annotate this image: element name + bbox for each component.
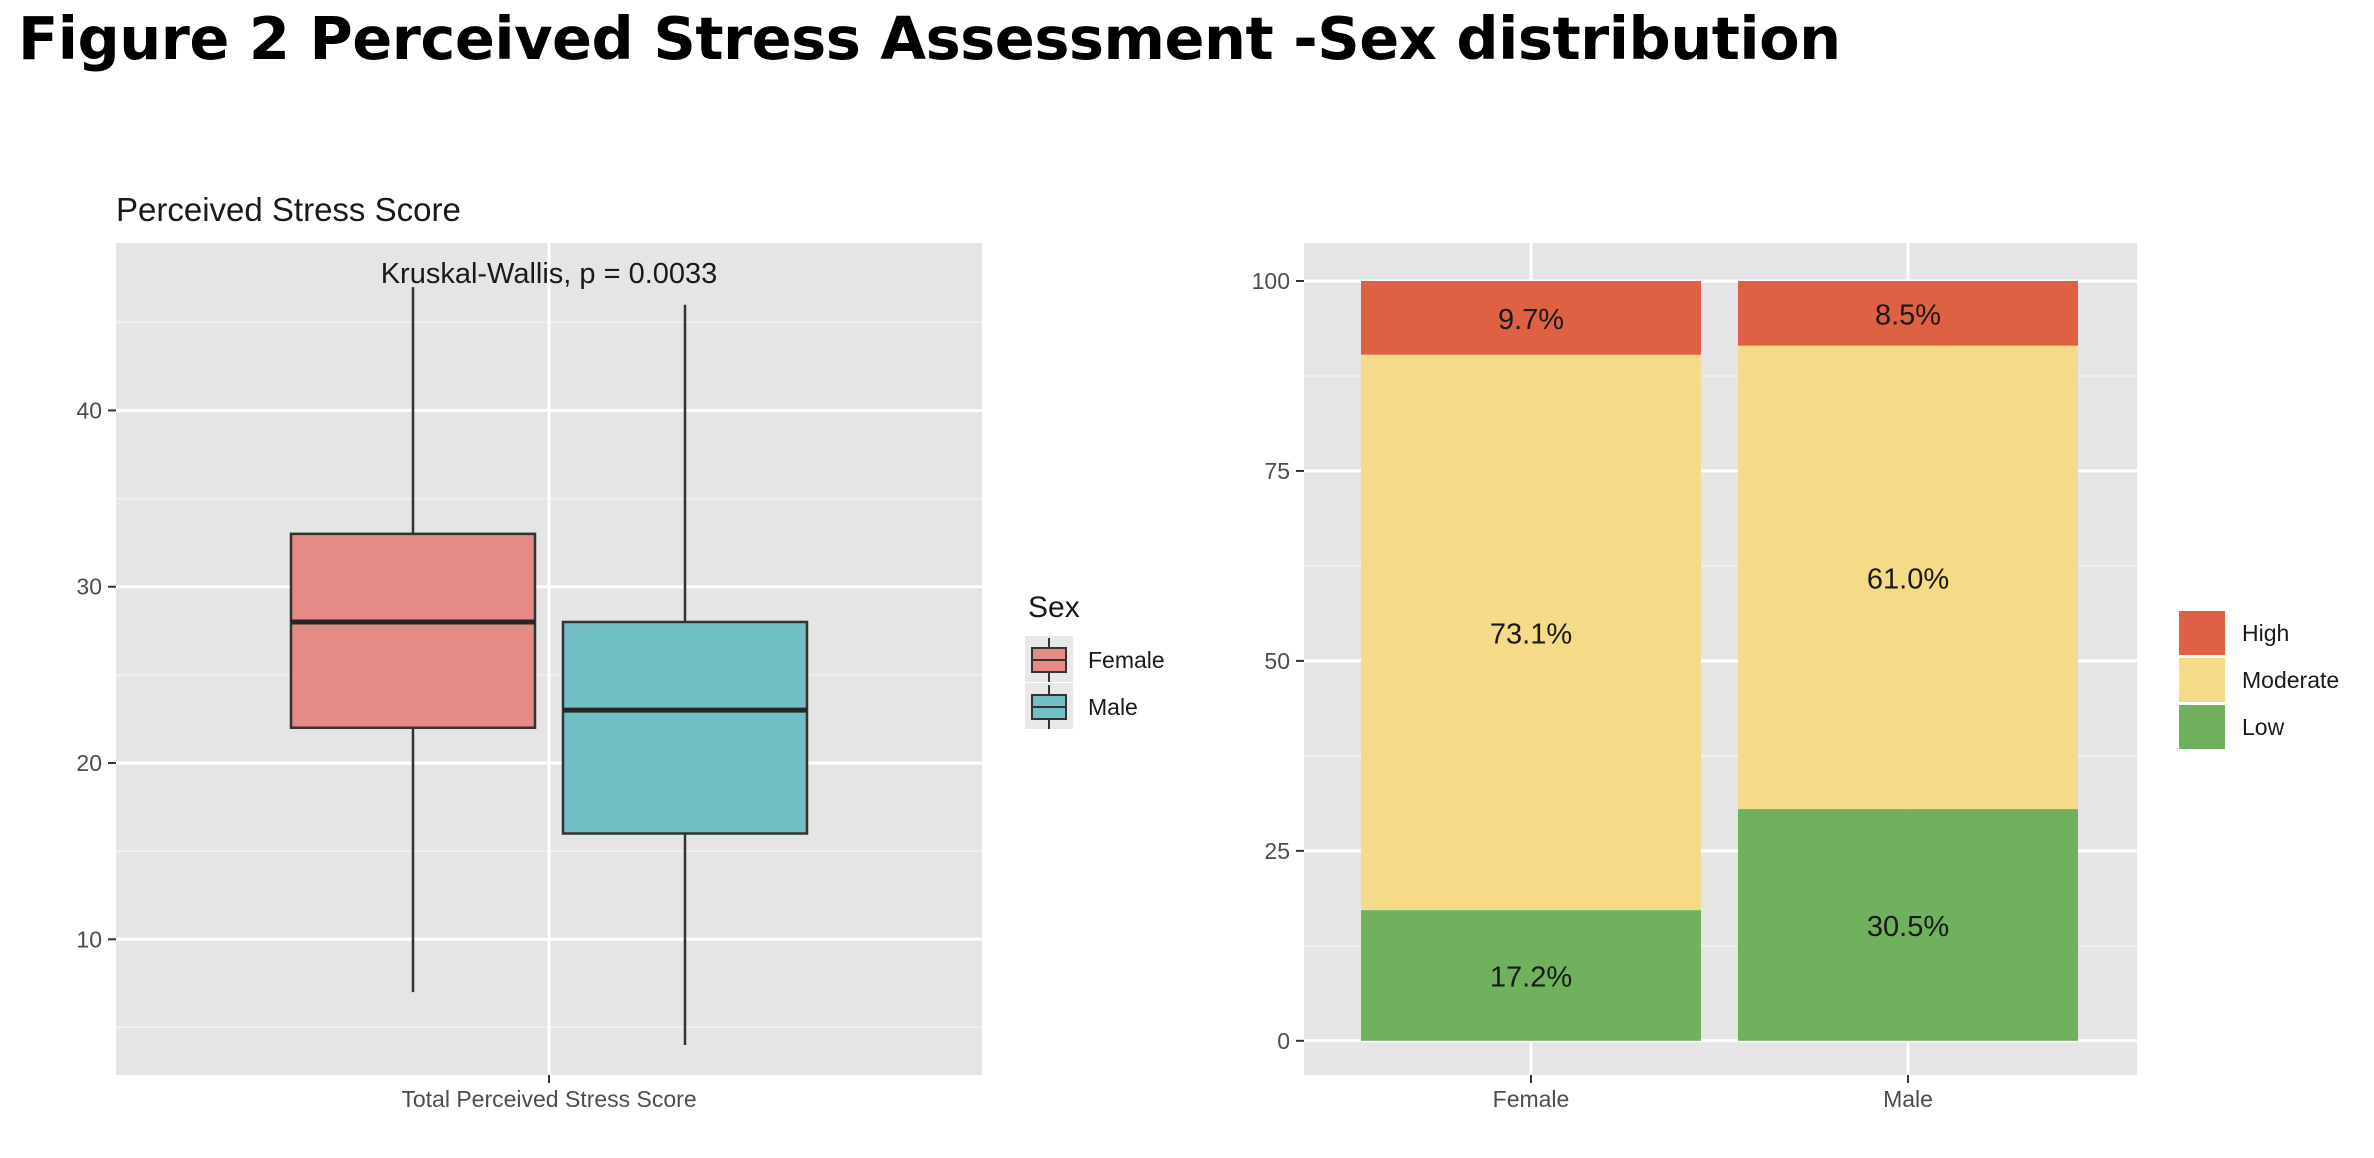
bar-y-tick-label: 50 <box>1264 648 1290 674</box>
female-box <box>289 532 537 729</box>
boxplot-whiskers <box>411 287 687 1046</box>
low-legend-label: Low <box>2242 714 2285 740</box>
boxplot-y-tick-label: 40 <box>76 397 102 423</box>
bar-x-tick-label: Female <box>1493 1086 1570 1112</box>
male-moderate-label: 61.0% <box>1867 563 1949 595</box>
bar-y-axis: 0 25 50 75 100 <box>1252 268 1304 1054</box>
bar-segment-labels: 17.2% 73.1% 9.7% 30.5% 61.0% 8.5% <box>1490 299 1949 993</box>
male-moderate-segment <box>1738 345 2078 810</box>
female-high-segment <box>1361 280 1701 355</box>
bar-y-tick-label: 25 <box>1264 838 1290 864</box>
male-high-segment <box>1738 280 2078 346</box>
boxplot-boxes <box>289 532 809 835</box>
legend-title: Sex <box>1028 591 1080 624</box>
kruskal-wallis-annotation: Kruskal-Wallis, p = 0.0033 <box>381 258 718 290</box>
bar-legend: High Moderate Low <box>2179 611 2339 749</box>
boxplot-panel: Perceived Stress Score 10 20 30 40 Kruskal-… <box>76 191 1164 1112</box>
bar-y-tick-label: 100 <box>1252 268 1290 294</box>
female-legend-label: Female <box>1088 647 1165 673</box>
moderate-legend-label: Moderate <box>2242 667 2339 693</box>
male-low-label: 30.5% <box>1867 911 1949 943</box>
male-high-label: 8.5% <box>1875 299 1941 331</box>
low-legend-key <box>2179 705 2225 749</box>
boxplot-title: Perceived Stress Score <box>116 191 461 228</box>
female-low-segment <box>1361 910 1701 1041</box>
high-legend-key <box>2179 611 2225 655</box>
bar-x-tick-label: Male <box>1883 1086 1933 1112</box>
bar-x-axis: Female Male <box>1493 1075 1933 1112</box>
boxplot-y-tick-label: 20 <box>76 750 102 776</box>
figure-title: Figure 2 Perceived Stress Assessment -Se… <box>18 4 1841 73</box>
female-moderate-segment <box>1361 354 1701 911</box>
boxplot-y-tick-label: 30 <box>76 574 102 600</box>
boxplot-x-tick-label: Total Perceived Stress Score <box>401 1086 696 1112</box>
boxplot-y-axis: 10 20 30 40 <box>76 397 116 952</box>
female-low-label: 17.2% <box>1490 961 1572 993</box>
high-legend-label: High <box>2242 620 2289 646</box>
female-moderate-label: 73.1% <box>1490 618 1572 650</box>
male-legend-label: Male <box>1088 694 1138 720</box>
bar-y-tick-label: 0 <box>1277 1028 1290 1054</box>
female-high-label: 9.7% <box>1498 304 1564 336</box>
male-box <box>561 620 809 835</box>
bar-segments <box>1361 280 2078 1041</box>
boxplot-major-gridlines <box>116 243 982 1075</box>
boxplot-legend: Sex Female Male <box>1025 591 1165 729</box>
male-low-segment <box>1738 809 2078 1041</box>
moderate-legend-key <box>2179 658 2225 702</box>
boxplot-y-tick-label: 10 <box>76 926 102 952</box>
bar-y-tick-label: 75 <box>1264 458 1290 484</box>
